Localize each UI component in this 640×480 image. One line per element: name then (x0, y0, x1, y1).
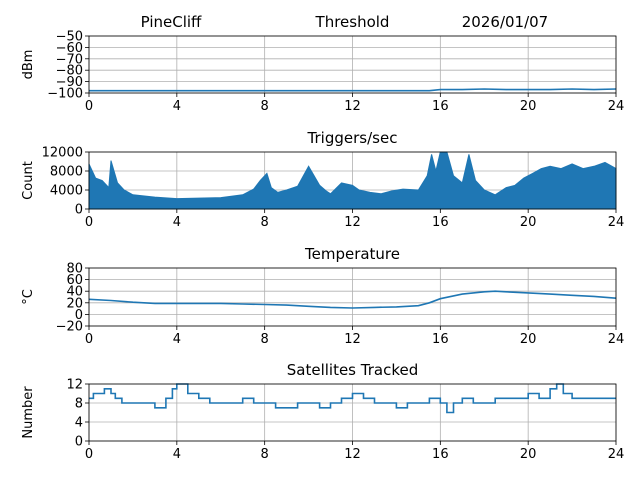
x-tick-label: 0 (85, 215, 93, 230)
x-tick-label: 24 (608, 447, 625, 462)
x-tick-label: 16 (432, 332, 449, 347)
chart-title: Triggers/sec (307, 129, 398, 147)
chart-title: Threshold (315, 13, 390, 31)
y-tick-label: 12000 (42, 146, 83, 161)
x-tick-label: 4 (173, 447, 181, 462)
y-tick-label: 0 (75, 308, 83, 323)
x-tick-label: 0 (85, 447, 93, 462)
y-axis-label: dBm (21, 50, 36, 80)
y-tick-label: −90 (56, 75, 83, 90)
x-tick-label: 20 (520, 99, 537, 114)
y-tick-label: −80 (56, 64, 83, 79)
x-tick-label: 0 (85, 332, 93, 347)
x-tick-label: 8 (261, 332, 269, 347)
panel-0: 0 4 8 12 16 20 24 −100−90−80−70−60−50 Threshold d… (21, 13, 624, 114)
y-tick-label: 60 (66, 273, 83, 288)
station-name: PineCliff (141, 13, 202, 31)
x-tick-label: 12 (344, 99, 361, 114)
x-tick-label: 8 (261, 99, 269, 114)
x-tick-label: 20 (520, 447, 537, 462)
x-tick-label: 12 (344, 447, 361, 462)
x-tick-label: 4 (173, 332, 181, 347)
panel-1: 0 4 8 12 16 20 24 0 4000 8000 12000 Triggers/sec Cou… (21, 129, 624, 230)
y-tick-label: 4000 (50, 184, 83, 199)
y-tick-label: 0 (75, 203, 83, 218)
y-tick-label: 80 (66, 262, 83, 277)
y-axis-label: °C (21, 289, 36, 305)
panel-3: 0 4 8 12 16 20 24 0 4 8 12 Satellites Tracked Number (21, 361, 624, 462)
y-tick-label: −50 (56, 30, 83, 45)
report-date: 2026/01/07 (462, 13, 548, 31)
series-line (89, 88, 617, 92)
x-tick-label: 16 (432, 447, 449, 462)
y-tick-label: 12 (66, 378, 83, 393)
y-tick-label: 0 (75, 435, 83, 450)
series-line (89, 383, 616, 414)
x-tick-label: 12 (344, 332, 361, 347)
x-tick-label: 24 (608, 99, 625, 114)
y-tick-label: −100 (47, 87, 83, 102)
x-tick-label: 4 (173, 99, 181, 114)
x-tick-label: 8 (261, 215, 269, 230)
x-tick-label: 16 (432, 99, 449, 114)
x-tick-label: 20 (520, 215, 537, 230)
y-tick-label: 20 (66, 296, 83, 311)
x-tick-label: 12 (344, 215, 361, 230)
y-tick-label: −60 (56, 41, 83, 56)
y-axis-label: Count (21, 161, 36, 200)
x-tick-label: 0 (85, 99, 93, 114)
x-tick-label: 4 (173, 215, 181, 230)
x-tick-label: 24 (608, 215, 625, 230)
y-axis-label: Number (21, 386, 36, 439)
y-tick-label: −20 (56, 320, 83, 335)
chart-title: Temperature (304, 245, 400, 263)
series-line (88, 290, 617, 309)
y-tick-label: 8 (75, 397, 83, 412)
y-tick-label: 4 (75, 416, 83, 431)
y-tick-label: 40 (66, 285, 83, 300)
chart-panels: 0 4 8 12 16 20 24 −100−90−80−70−60−50 Threshold d… (21, 13, 624, 462)
x-tick-label: 16 (432, 215, 449, 230)
x-tick-label: 24 (608, 332, 625, 347)
x-tick-label: 8 (261, 447, 269, 462)
y-tick-label: −70 (56, 52, 83, 67)
chart-title: Satellites Tracked (287, 361, 418, 379)
x-tick-label: 20 (520, 332, 537, 347)
y-tick-label: 8000 (50, 165, 83, 180)
